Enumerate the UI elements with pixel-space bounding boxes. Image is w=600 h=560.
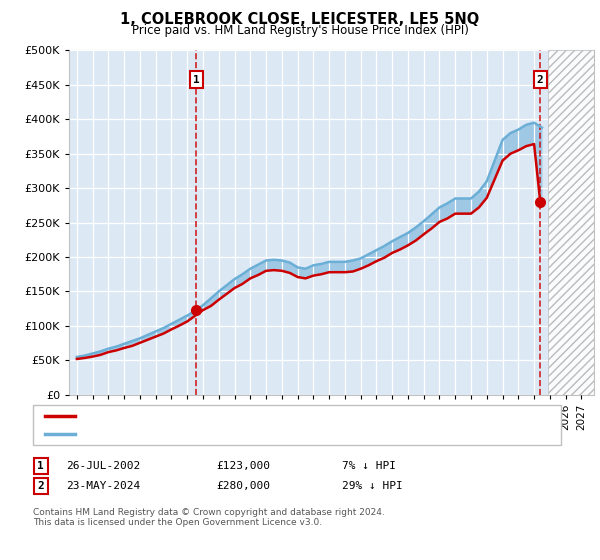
Text: 2: 2	[37, 481, 44, 491]
Text: 7% ↓ HPI: 7% ↓ HPI	[342, 461, 396, 471]
Text: 2: 2	[537, 74, 544, 85]
Text: £123,000: £123,000	[216, 461, 270, 471]
Text: HPI: Average price, detached house, Leicester: HPI: Average price, detached house, Leic…	[81, 429, 333, 439]
Bar	[548, 50, 594, 395]
Text: 1: 1	[193, 74, 200, 85]
Text: 1: 1	[37, 461, 44, 471]
Text: Price paid vs. HM Land Registry's House Price Index (HPI): Price paid vs. HM Land Registry's House …	[131, 24, 469, 36]
Text: 29% ↓ HPI: 29% ↓ HPI	[342, 481, 403, 491]
Text: 1, COLEBROOK CLOSE, LEICESTER, LE5 5NQ: 1, COLEBROOK CLOSE, LEICESTER, LE5 5NQ	[121, 12, 479, 27]
Text: £280,000: £280,000	[216, 481, 270, 491]
Bar	[548, 50, 594, 395]
Text: 1, COLEBROOK CLOSE, LEICESTER, LE5 5NQ (detached house): 1, COLEBROOK CLOSE, LEICESTER, LE5 5NQ (…	[81, 411, 422, 421]
Text: 26-JUL-2002: 26-JUL-2002	[66, 461, 140, 471]
Text: Contains HM Land Registry data © Crown copyright and database right 2024.
This d: Contains HM Land Registry data © Crown c…	[33, 508, 385, 528]
Text: 23-MAY-2024: 23-MAY-2024	[66, 481, 140, 491]
